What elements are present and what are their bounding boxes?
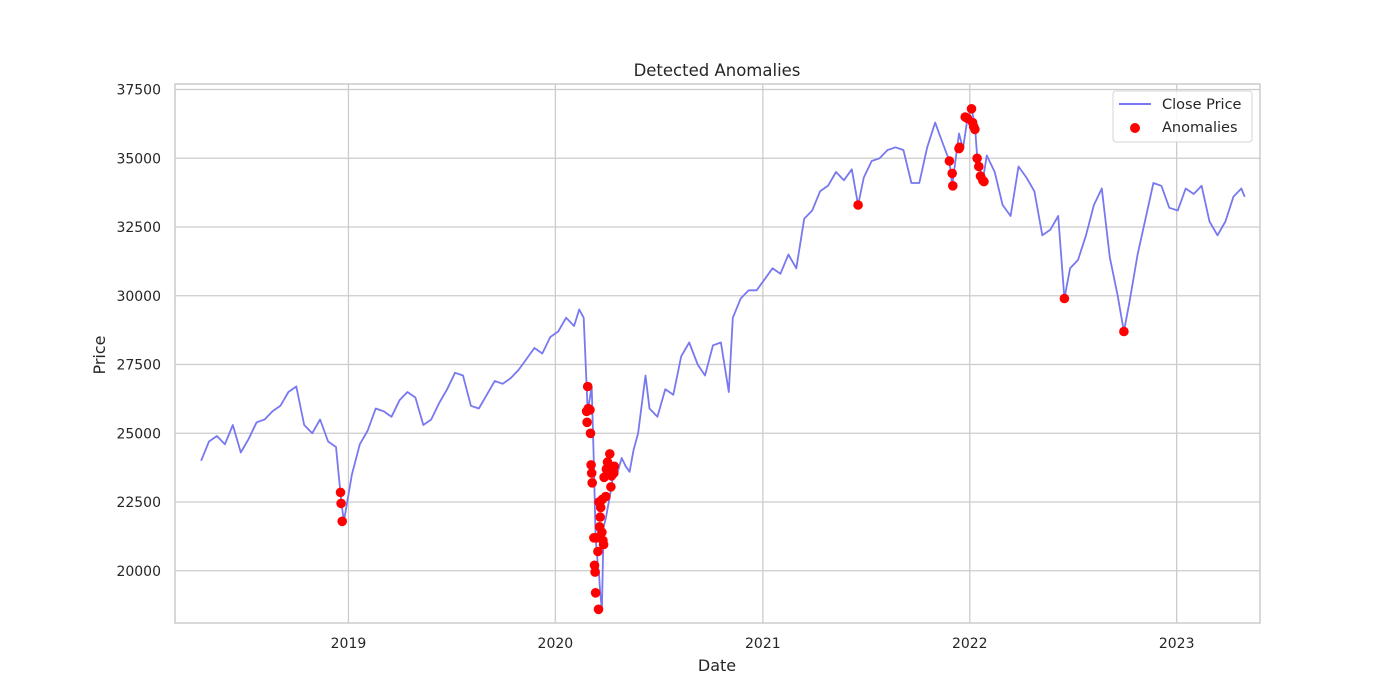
anomaly-point: [582, 417, 592, 428]
anomaly-point: [966, 104, 977, 114]
y-tick-label: 20000: [116, 564, 161, 580]
anomaly-point: [954, 142, 965, 153]
anomaly-point: [606, 482, 616, 492]
anomaly-point: [853, 200, 863, 210]
anomaly-point: [595, 502, 606, 513]
series-layer: [200, 104, 1246, 615]
tick-labels: 20000 22500 25000 27500 30000 32500 35000 37500…: [116, 83, 1194, 653]
anomaly-point: [598, 539, 609, 550]
legend-label-close-price: Close Price: [1162, 97, 1242, 113]
anomaly-point: [586, 468, 597, 478]
anomaly-point: [590, 588, 601, 598]
anomaly-point: [1119, 326, 1129, 337]
anomaly-point: [972, 153, 982, 164]
anomaly-point: [1059, 293, 1070, 304]
anomaly-point: [948, 181, 958, 191]
anomaly-point: [947, 168, 957, 179]
anomaly-point: [590, 567, 600, 577]
anomaly-point: [970, 124, 980, 135]
y-tick-label: 37500: [116, 83, 161, 99]
x-tick-label: 2022: [952, 636, 988, 652]
x-tick-label: 2019: [331, 636, 367, 652]
plot-background: [175, 84, 1260, 623]
y-tick-label: 35000: [116, 151, 161, 167]
anomaly-point: [974, 161, 984, 172]
anomaly-point: [335, 487, 346, 498]
anomaly-point: [601, 491, 611, 502]
anomaly-point: [337, 516, 348, 527]
legend: Close Price Anomalies: [1112, 90, 1253, 143]
y-tick-label: 25000: [116, 426, 161, 442]
anomaly-point: [979, 176, 989, 187]
chart-title: Detected Anomalies: [634, 61, 801, 80]
x-tick-label: 2023: [1159, 636, 1195, 652]
anomaly-point: [609, 461, 620, 472]
anomaly-point: [587, 478, 597, 488]
anomaly-point: [585, 405, 595, 415]
x-tick-label: 2020: [538, 636, 574, 652]
x-axis-label: Date: [698, 656, 736, 675]
anomaly-point: [595, 512, 605, 522]
anomaly-point: [597, 527, 607, 538]
legend-marker-swatch: [1130, 123, 1140, 133]
anomaly-point: [593, 604, 604, 615]
anomaly-point: [944, 156, 955, 166]
x-tick-label: 2021: [745, 636, 781, 652]
close-price-line: [200, 107, 1246, 611]
y-tick-label: 22500: [116, 495, 161, 511]
anomaly-point: [605, 449, 615, 459]
grid-lines: [175, 84, 1260, 623]
legend-label-anomalies: Anomalies: [1162, 120, 1238, 136]
anomaly-point: [585, 428, 596, 439]
plot-frame: [174, 83, 1261, 624]
anomaly-point: [336, 498, 346, 509]
y-tick-label: 32500: [116, 220, 161, 236]
y-axis-label: Price: [90, 335, 109, 374]
anomaly-point: [582, 381, 593, 392]
y-tick-label: 27500: [116, 358, 161, 374]
anomaly-point: [586, 460, 596, 470]
anomaly-point: [593, 546, 603, 557]
y-tick-label: 30000: [116, 289, 161, 305]
